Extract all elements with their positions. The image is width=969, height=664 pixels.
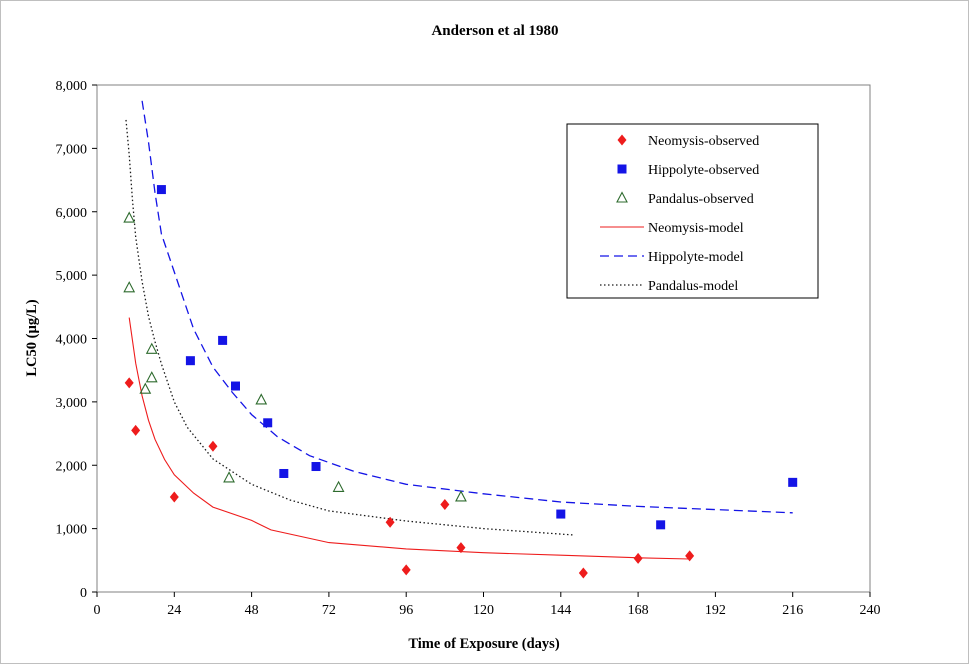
hippolyte-observed-point xyxy=(218,335,228,345)
x-tick-label: 24 xyxy=(167,603,181,618)
neomysis-observed-point xyxy=(131,424,141,436)
legend-item-neomysis-model: Neomysis-model xyxy=(600,221,744,236)
neomysis-observed-point xyxy=(169,491,179,503)
observed-points xyxy=(123,185,798,579)
y-axis-title: LC50 (µg/L) xyxy=(24,299,40,376)
neomysis-observed-point xyxy=(385,516,395,528)
hippolyte-observed-point xyxy=(156,185,166,195)
hippolyte-observed-point xyxy=(263,418,273,428)
y-tick-label: 1,000 xyxy=(56,523,88,538)
hippolyte-observed-point xyxy=(230,381,240,391)
legend: Neomysis-observed Hippolyte-observed Panda… xyxy=(566,123,819,299)
pandalus-observed-point xyxy=(255,393,268,405)
x-tick-label: 48 xyxy=(245,603,259,618)
legend-item-hippolyte-observed: Hippolyte-observed xyxy=(617,163,759,178)
y-axis: 0 1,000 2,000 3,000 4,000 5,000 6,000 7,000 8,00… xyxy=(56,79,97,601)
pandalus-observed-point xyxy=(455,490,467,502)
hippolyte-observed-point xyxy=(656,520,666,530)
pandalus-observed-point xyxy=(123,281,136,293)
y-tick-label: 3,000 xyxy=(56,396,88,411)
hippolyte-observed-point xyxy=(311,462,321,472)
chart-title: Anderson et al 1980 xyxy=(431,23,558,39)
x-tick-label: 120 xyxy=(473,603,494,618)
legend-label: Hippolyte-observed xyxy=(648,163,759,178)
y-tick-label: 2,000 xyxy=(56,459,88,474)
x-tick-label: 168 xyxy=(628,603,649,618)
legend-marker-pandalus-observed xyxy=(616,191,628,203)
neomysis-observed-point xyxy=(578,567,588,579)
x-tick-label: 192 xyxy=(705,603,726,618)
legend-label: Pandalus-observed xyxy=(648,192,754,207)
pandalus-observed-point xyxy=(139,382,152,394)
hippolyte-observed-point xyxy=(788,477,798,487)
neomysis-observed-point xyxy=(633,552,643,564)
legend-marker-neomysis-observed xyxy=(617,134,627,146)
neomysis-observed-series xyxy=(124,377,695,579)
neomysis-observed-point xyxy=(124,377,134,389)
legend-item-neomysis-observed: Neomysis-observed xyxy=(617,134,759,149)
legend-item-pandalus-observed: Pandalus-observed xyxy=(616,191,754,207)
legend-box xyxy=(566,123,819,299)
legend-label: Neomysis-model xyxy=(648,221,744,236)
neomysis-observed-point xyxy=(401,564,411,576)
y-tick-label: 5,000 xyxy=(56,269,88,284)
legend-label: Hippolyte-model xyxy=(648,250,744,265)
y-tick-label: 0 xyxy=(80,586,87,601)
hippolyte-observed-series xyxy=(156,185,798,530)
neomysis-observed-point xyxy=(440,499,450,511)
legend-item-hippolyte-model: Hippolyte-model xyxy=(600,250,744,265)
pandalus-observed-point xyxy=(123,211,136,223)
y-tick-label: 4,000 xyxy=(56,333,88,348)
neomysis-model-line xyxy=(128,317,690,560)
hippolyte-observed-point xyxy=(556,509,566,519)
y-tick-label: 6,000 xyxy=(56,206,88,221)
hippolyte-observed-point xyxy=(279,468,289,478)
x-tick-label: 72 xyxy=(322,603,336,618)
x-tick-label: 0 xyxy=(94,603,101,618)
legend-label: Neomysis-observed xyxy=(648,134,759,149)
neomysis-observed-point xyxy=(456,542,466,554)
legend-marker-hippolyte-observed xyxy=(617,164,627,174)
x-axis-title: Time of Exposure (days) xyxy=(408,636,559,652)
pandalus-observed-point xyxy=(145,371,158,383)
y-tick-label: 8,000 xyxy=(56,79,88,94)
legend-label: Pandalus-model xyxy=(648,279,738,294)
y-tick-label: 7,000 xyxy=(56,142,88,157)
x-tick-label: 240 xyxy=(860,603,881,618)
pandalus-model-line xyxy=(125,119,574,536)
x-axis: 0 24 48 72 96 120 144 168 192 216 240 xyxy=(94,592,881,618)
pandalus-observed-point xyxy=(332,480,345,492)
pandalus-observed-series xyxy=(123,211,467,502)
x-tick-label: 96 xyxy=(399,603,413,618)
pandalus-observed-point xyxy=(223,471,235,483)
neomysis-observed-point xyxy=(208,440,218,452)
hippolyte-observed-point xyxy=(185,356,195,366)
legend-item-pandalus-model: Pandalus-model xyxy=(600,279,738,294)
x-tick-label: 216 xyxy=(782,603,803,618)
neomysis-observed-point xyxy=(685,550,695,562)
pandalus-observed-point xyxy=(145,342,158,354)
x-tick-label: 144 xyxy=(550,603,571,618)
